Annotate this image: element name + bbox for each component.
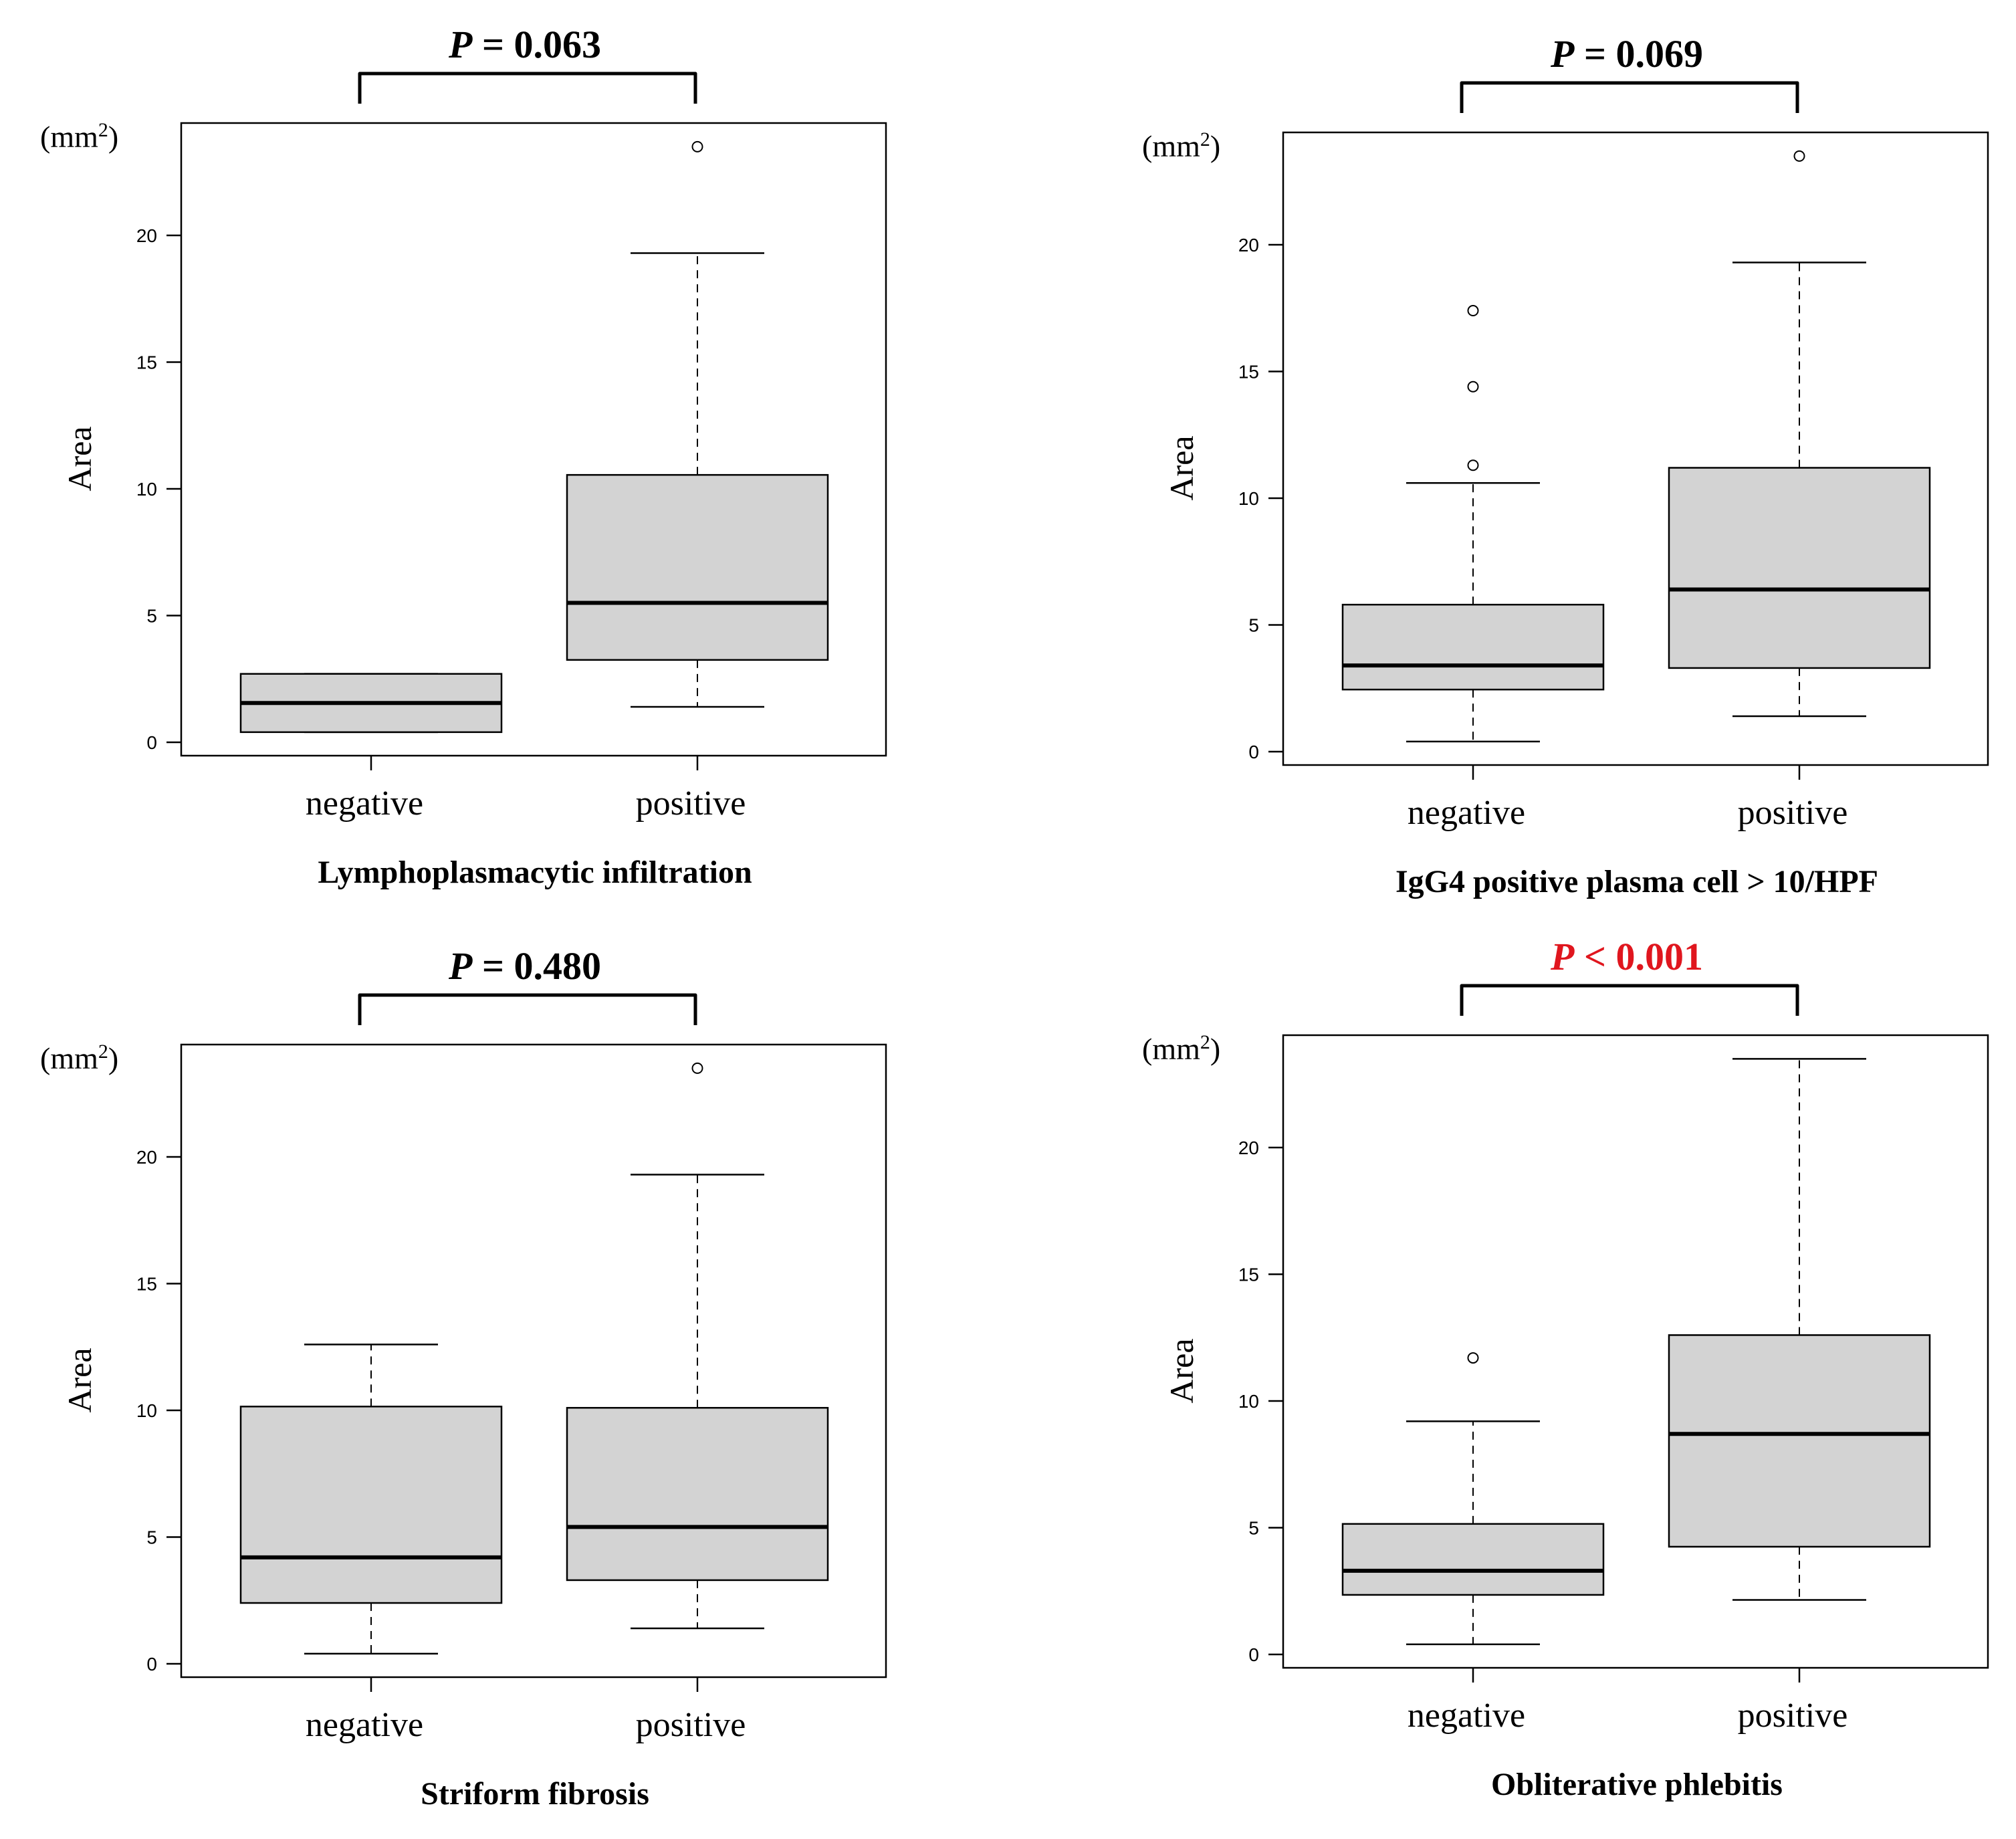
iqr-box bbox=[1668, 467, 1931, 669]
category-label: negative bbox=[1408, 794, 1525, 832]
y-tick-label: 0 bbox=[146, 732, 157, 753]
unit-superscript: 2 bbox=[98, 119, 108, 141]
y-axis-label: Area bbox=[1163, 1338, 1200, 1403]
y-tick-label: 10 bbox=[136, 479, 157, 500]
panel-title: Striform fibrosis bbox=[421, 1776, 649, 1812]
unit-label: (mm2) bbox=[1142, 128, 1220, 163]
y-tick-label: 5 bbox=[146, 606, 157, 627]
unit-close: ) bbox=[108, 1041, 118, 1075]
plot-frame bbox=[180, 1043, 887, 1679]
y-tick-label: 5 bbox=[1248, 615, 1259, 636]
y-tick-label: 15 bbox=[136, 352, 157, 373]
unit-base: (mm bbox=[40, 1041, 98, 1075]
category-label: positive bbox=[636, 1706, 746, 1744]
y-tick-label: 0 bbox=[1248, 742, 1259, 762]
iqr-box bbox=[1668, 1334, 1931, 1548]
unit-close: ) bbox=[1210, 1032, 1220, 1066]
plot-frame bbox=[1282, 131, 1989, 766]
p-value: P = 0.063 bbox=[448, 23, 601, 66]
outlier-point bbox=[1467, 305, 1479, 317]
y-tick-label: 10 bbox=[1238, 1391, 1259, 1412]
box-positive bbox=[1668, 1058, 1931, 1601]
y-tick-label: 20 bbox=[136, 225, 157, 246]
y-tick-label: 5 bbox=[146, 1527, 157, 1548]
unit-superscript: 2 bbox=[98, 1041, 108, 1063]
unit-close: ) bbox=[1210, 129, 1220, 163]
box-positive bbox=[566, 1062, 829, 1630]
significance-bracket bbox=[358, 993, 697, 1025]
p-symbol: P bbox=[1550, 32, 1575, 76]
category-label: negative bbox=[306, 1706, 423, 1744]
y-axis-label: Area bbox=[61, 1347, 98, 1412]
iqr-box bbox=[1341, 603, 1605, 691]
outlier-point bbox=[691, 1062, 703, 1074]
panel-title: Obliterative phlebitis bbox=[1491, 1767, 1783, 1802]
p-symbol: P bbox=[448, 944, 473, 988]
y-tick-label: 5 bbox=[1248, 1518, 1259, 1539]
p-symbol: P bbox=[1550, 935, 1575, 978]
outlier-point bbox=[1793, 150, 1805, 162]
unit-label: (mm2) bbox=[40, 119, 118, 154]
p-value: P = 0.480 bbox=[448, 944, 601, 988]
unit-label: (mm2) bbox=[40, 1041, 118, 1075]
p-symbol: P bbox=[448, 23, 473, 66]
outlier-point bbox=[1467, 381, 1479, 393]
box-positive bbox=[566, 140, 829, 708]
y-tick-label: 15 bbox=[1238, 362, 1259, 383]
panel-1: 0 5 10 15 20 Area (mm2) negative positive P = 0.0… bbox=[40, 23, 887, 890]
box-negative bbox=[1341, 1352, 1605, 1646]
iqr-box bbox=[1341, 1523, 1605, 1596]
y-tick-label: 0 bbox=[1248, 1644, 1259, 1665]
unit-superscript: 2 bbox=[1200, 128, 1210, 150]
y-tick-label: 10 bbox=[136, 1400, 157, 1421]
panel-3: 0 5 10 15 20 Area (mm2) negative positive P = 0.4… bbox=[40, 944, 887, 1812]
y-tick-label: 0 bbox=[146, 1654, 157, 1674]
outlier-point bbox=[1467, 1352, 1479, 1364]
unit-base: (mm bbox=[1142, 129, 1200, 163]
y-axis-label: Area bbox=[61, 426, 98, 491]
plot-frame bbox=[180, 122, 887, 757]
box-negative bbox=[1341, 305, 1605, 743]
significance-bracket bbox=[1460, 81, 1799, 113]
unit-base: (mm bbox=[1142, 1032, 1200, 1066]
iqr-box bbox=[239, 1406, 503, 1604]
y-tick-label: 15 bbox=[1238, 1265, 1259, 1285]
category-label: positive bbox=[1738, 1697, 1848, 1735]
outlier-point bbox=[1467, 459, 1479, 471]
unit-base: (mm bbox=[40, 120, 98, 154]
iqr-box bbox=[566, 473, 829, 661]
iqr-box bbox=[566, 1406, 829, 1582]
y-tick-label: 20 bbox=[1238, 235, 1259, 255]
y-axis-label: Area bbox=[1163, 435, 1200, 500]
category-label: positive bbox=[1738, 794, 1848, 832]
box-positive bbox=[1668, 150, 1931, 718]
y-tick-label: 20 bbox=[136, 1147, 157, 1168]
p-value: P = 0.069 bbox=[1550, 32, 1703, 76]
y-tick-label: 20 bbox=[1238, 1138, 1259, 1158]
unit-label: (mm2) bbox=[1142, 1031, 1220, 1066]
outlier-point bbox=[691, 140, 703, 152]
panel-4: 0 5 10 15 20 Area (mm2) negative positive P < 0.0… bbox=[1142, 935, 1989, 1802]
panel-title: IgG4 positive plasma cell > 10/HPF bbox=[1395, 864, 1878, 899]
p-value: P < 0.001 bbox=[1550, 935, 1703, 978]
category-label: negative bbox=[306, 784, 423, 823]
box-negative bbox=[239, 673, 503, 734]
y-tick-label: 15 bbox=[136, 1274, 157, 1295]
significance-bracket bbox=[1460, 984, 1799, 1016]
significance-bracket bbox=[358, 72, 697, 104]
p-value-text: = 0.069 bbox=[1574, 32, 1703, 76]
panel-2: 0 5 10 15 20 Area (mm2) negative positive P = 0.0… bbox=[1142, 32, 1989, 899]
p-value-text: = 0.480 bbox=[472, 944, 601, 988]
p-value-text: = 0.063 bbox=[472, 23, 601, 66]
category-label: positive bbox=[636, 784, 746, 823]
unit-superscript: 2 bbox=[1200, 1031, 1210, 1053]
p-value-text: < 0.001 bbox=[1574, 935, 1703, 978]
category-label: negative bbox=[1408, 1697, 1525, 1735]
unit-close: ) bbox=[108, 120, 118, 154]
box-negative bbox=[239, 1343, 503, 1655]
y-tick-label: 10 bbox=[1238, 488, 1259, 509]
panel-title: Lymphoplasmacytic infiltration bbox=[318, 855, 752, 890]
plot-frame bbox=[1282, 1034, 1989, 1669]
